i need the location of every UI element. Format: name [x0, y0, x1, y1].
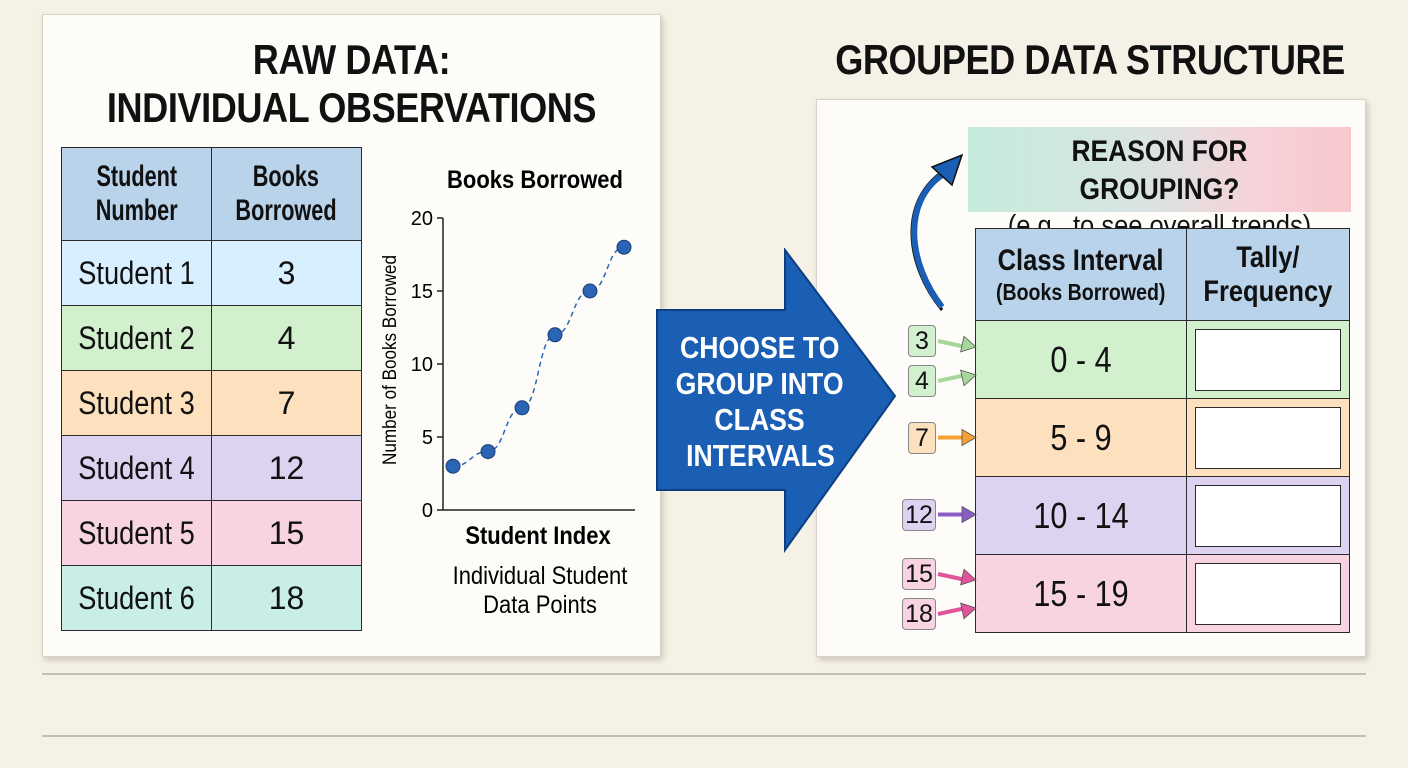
series-line [452, 246, 625, 467]
value-chip: 4 [908, 365, 936, 397]
value-chip: 18 [902, 598, 936, 630]
grouped-data-title: GROUPED DATA STRUCTURE [835, 36, 1345, 83]
arrow-line: INTERVALS [685, 438, 835, 473]
value-chip: 3 [908, 325, 936, 357]
y-axis: 0 5 10 15 20 [411, 208, 635, 522]
student-name: Student 3 [78, 384, 195, 421]
chart-title: Books Borrowed [447, 166, 623, 194]
data-point [514, 400, 530, 416]
divider-line [42, 673, 1366, 675]
group-arrow-icon [656, 248, 897, 553]
header-student-number: Student Number [61, 147, 212, 241]
y-tick-label: 0 [422, 500, 433, 522]
header-books-borrowed: Books Borrowed [211, 147, 362, 241]
arrow-line: CHOOSE TO [680, 330, 840, 365]
y-tick-label: 10 [411, 354, 433, 376]
books-value: 4 [211, 305, 362, 371]
student-name: Student 2 [78, 319, 195, 356]
books-value: 18 [211, 565, 362, 631]
x-axis-label: Student Index [465, 522, 610, 550]
chart-caption-line1: Individual Student [453, 562, 628, 590]
table-row: Student 5 15 [61, 500, 362, 566]
header-class-interval: Class Interval (Books Borrowed) [975, 228, 1187, 321]
table-row: Student 2 4 [61, 305, 362, 371]
raw-data-table: Student Number Books Borrowed Student 1 3 S… [61, 147, 362, 631]
value-chip: 12 [902, 498, 936, 531]
raw-data-title: RAW DATA: [252, 36, 451, 83]
table-row: 5 - 9 [975, 398, 1350, 477]
grouped-data-table: Class Interval (Books Borrowed) Tally/Fr… [975, 228, 1350, 633]
y-tick-label: 15 [411, 281, 433, 303]
data-series [445, 239, 632, 474]
books-value: 12 [211, 435, 362, 501]
table-row: 0 - 4 [975, 320, 1350, 399]
table-row: Student 1 3 [61, 240, 362, 306]
student-name: Student 6 [78, 579, 195, 616]
data-point [616, 239, 632, 255]
table-row: 10 - 14 [975, 476, 1350, 555]
group-arrow-label: CHOOSE TO GROUP INTO CLASS INTERVALS [660, 330, 860, 474]
curved-arrow-icon [910, 153, 964, 311]
data-point [480, 444, 496, 460]
data-point [547, 327, 563, 343]
table-row: Student 3 7 [61, 370, 362, 436]
frequency-input-box[interactable] [1195, 328, 1341, 391]
value-chip: 7 [908, 421, 936, 454]
frequency-input-box[interactable] [1195, 484, 1341, 547]
y-tick-label: 20 [411, 208, 433, 230]
data-point [445, 458, 461, 474]
chart-caption-line2: Data Points [483, 591, 597, 619]
data-point [582, 283, 598, 299]
class-interval-value: 10 - 14 [1033, 494, 1129, 536]
arrow-line: CLASS [714, 402, 806, 437]
class-interval-value: 15 - 19 [1033, 572, 1129, 614]
frequency-input-box[interactable] [1195, 406, 1341, 469]
table-row: Student 6 18 [61, 565, 362, 631]
books-value: 3 [211, 240, 362, 306]
student-name: Student 4 [78, 449, 195, 486]
table-row: Student 4 12 [61, 435, 362, 501]
class-interval-value: 0 - 4 [1050, 338, 1112, 380]
divider-line [42, 735, 1366, 737]
books-borrowed-chart: Books Borrowed 0 5 10 15 20 Number of Books … [379, 166, 635, 619]
y-axis-label: Number of Books Borrowed [379, 255, 400, 465]
value-chip: 15 [902, 558, 936, 590]
books-value: 15 [211, 500, 362, 566]
books-value: 7 [211, 370, 362, 436]
table-row: 15 - 19 [975, 554, 1350, 633]
frequency-input-box[interactable] [1195, 562, 1341, 625]
header-tally-frequency: Tally/Frequency [1186, 228, 1350, 321]
student-name: Student 1 [78, 254, 195, 291]
reason-for-grouping-box: REASON FOR GROUPING? (e.g., to see overa… [968, 127, 1351, 242]
arrow-line: GROUP INTO [676, 366, 844, 401]
student-name: Student 5 [78, 514, 195, 551]
raw-data-subtitle: INDIVIDUAL OBSERVATIONS [106, 84, 597, 131]
y-tick-label: 5 [422, 427, 433, 449]
reason-question: REASON FOR GROUPING? [1071, 135, 1248, 206]
class-interval-value: 5 - 9 [1050, 416, 1112, 458]
